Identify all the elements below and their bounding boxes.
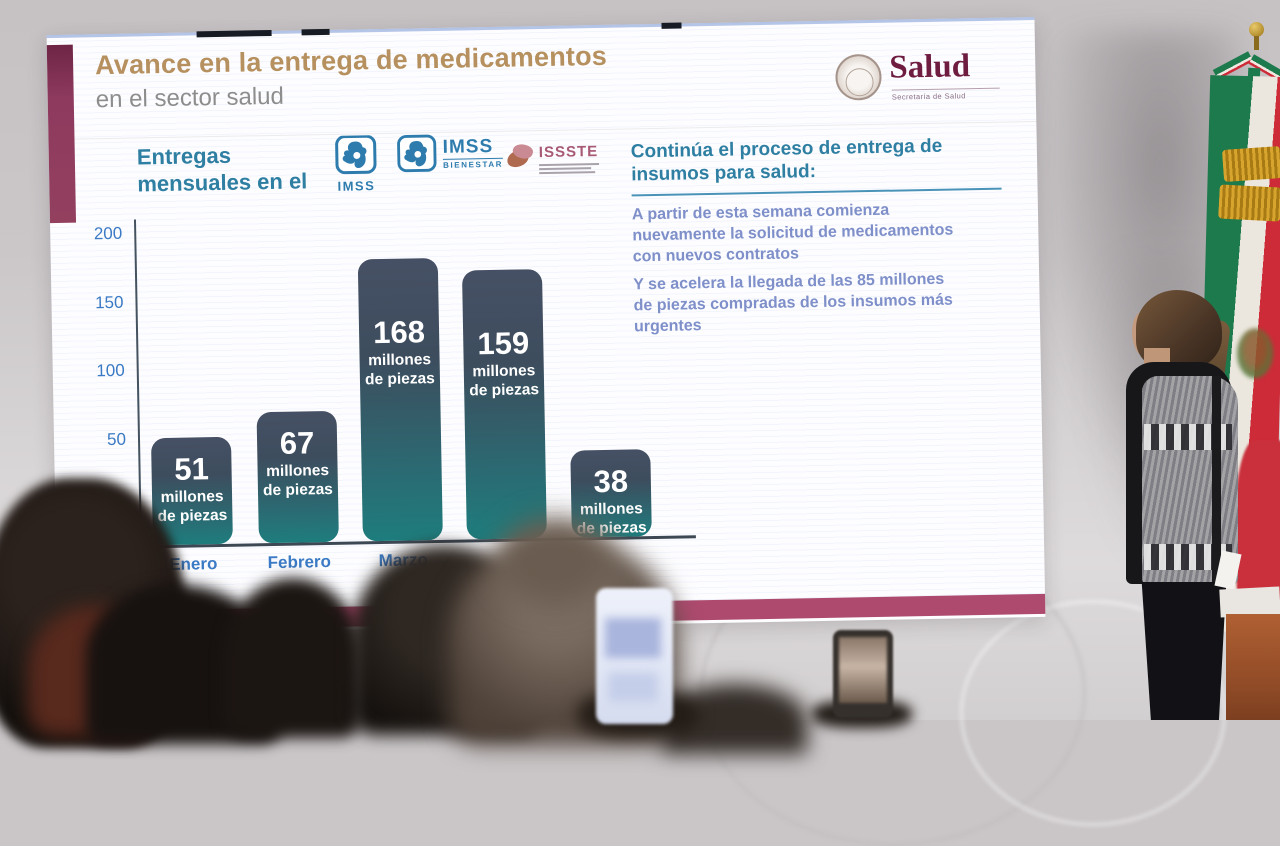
presentation-screen: Avance en la entrega de medicamentos en … (46, 16, 1046, 636)
bar-unit-label: de piezas (364, 370, 435, 389)
y-tick-label: 50 (106, 429, 127, 449)
bar-unit-label: de piezas (469, 381, 540, 400)
bar-value: 67 (279, 425, 315, 461)
bar-value: 51 (173, 451, 210, 487)
bar-unit-label: millones (160, 487, 224, 507)
imss-label: IMSS (337, 178, 376, 194)
cardigan-stripe (1212, 376, 1221, 586)
y-tick-label: 150 (94, 292, 124, 312)
imss-bienestar-logo: IMSS BIENESTAR (396, 132, 547, 180)
bar-unit-label: millones (579, 500, 643, 519)
x-category-label: Febrero (267, 551, 332, 573)
issste-fine-print (539, 163, 600, 167)
phone-screen-content (608, 672, 658, 702)
salud-wordmark: Salud (888, 48, 971, 86)
audience-head (498, 518, 610, 604)
bar-unit-label: millones (266, 462, 330, 481)
slide-accent-bar-left (46, 44, 77, 224)
phone-screen-content (839, 637, 887, 703)
imss-eagle-icon (335, 134, 377, 175)
slide-subtitle: en el sector salud (95, 82, 285, 114)
right-panel-paragraph-2: Y se acelera la llegada de las 85 millon… (633, 270, 953, 336)
bar-unit-label: millones (367, 351, 432, 370)
bar-value: 159 (477, 325, 530, 362)
salud-seal-icon (835, 53, 882, 101)
screen-glitch-mark (301, 28, 330, 36)
chart-bar: 159 millones de piezas (461, 269, 547, 540)
imss-bienestar-eagle-icon (397, 134, 437, 173)
flag-gold-fringe (1221, 146, 1280, 182)
screen-glitch-mark (196, 29, 272, 38)
flag-gold-fringe (1218, 184, 1280, 222)
bar-unit-label: de piezas (157, 506, 228, 526)
issste-label: ISSSTE (538, 143, 599, 162)
audience-head (224, 578, 362, 738)
issste-fine-print (539, 167, 592, 171)
bar-value: 168 (372, 314, 426, 351)
slide-title: Avance en la entrega de medicamentos (94, 40, 608, 81)
imss-logo: IMSS (328, 134, 383, 194)
y-tick-label: 200 (93, 223, 123, 244)
flagpole-finial (1249, 22, 1264, 37)
wooden-podium (1226, 614, 1280, 720)
right-panel-paragraph-1: A partir de esta semana comienza nuevame… (631, 201, 954, 266)
chart-bar: 168 millones de piezas (357, 257, 443, 542)
salud-seal-inner-ring (845, 67, 874, 97)
bar-unit-label: de piezas (262, 480, 334, 500)
phone-screen-content (605, 618, 661, 658)
y-tick-label: 100 (96, 360, 125, 381)
imss-bienestar-line2: BIENESTAR (442, 157, 504, 170)
issste-logo: ISSSTE (505, 140, 638, 178)
right-panel-heading: Continúa el proceso de entrega de insumo… (630, 135, 943, 186)
salud-secretaria-label: Secretaría de Salud (891, 87, 1000, 102)
raised-phone (596, 588, 673, 724)
raised-phone (833, 630, 893, 718)
speaker-skirt (1141, 582, 1227, 720)
screen-glitch-mark (661, 22, 682, 29)
chart-heading: Entregas mensuales en el (136, 142, 308, 197)
issste-fine-print (539, 171, 596, 175)
imss-bienestar-line1: IMSS (442, 135, 494, 158)
chart-bar: 67 millones de piezas (256, 410, 339, 544)
podium-top (1219, 586, 1280, 618)
right-panel-divider (631, 187, 1002, 197)
salud-logo: Salud Secretaría de Salud (835, 47, 1031, 113)
imss-bienestar-text: IMSS BIENESTAR (442, 135, 504, 170)
bar-unit-label: millones (472, 362, 536, 381)
bar-value: 38 (593, 463, 629, 500)
flagpole (1254, 36, 1259, 50)
standing-speaker (1126, 290, 1242, 720)
